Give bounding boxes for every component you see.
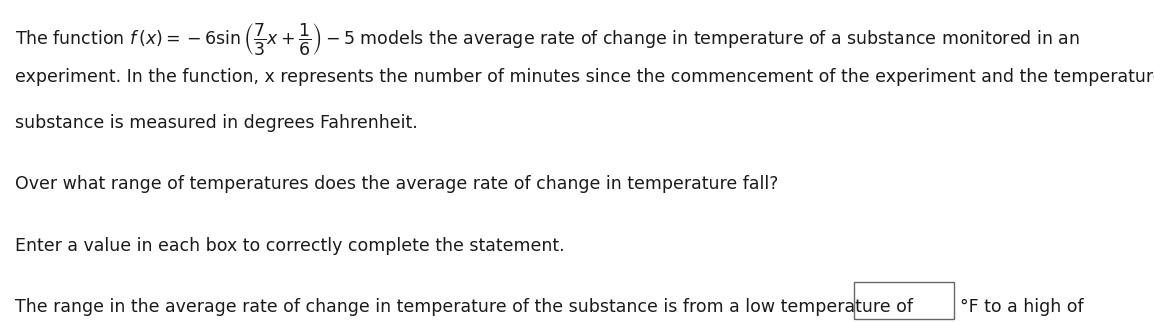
Text: The function $f\,(x) = -6\sin\left(\dfrac{7}{3}x + \dfrac{1}{6}\right) - 5$ mode: The function $f\,(x) = -6\sin\left(\dfra… [15, 21, 1080, 57]
Text: experiment. In the function, x represents the number of minutes since the commen: experiment. In the function, x represent… [15, 68, 1154, 86]
Text: °F to a high of: °F to a high of [960, 298, 1084, 316]
Text: substance is measured in degrees Fahrenheit.: substance is measured in degrees Fahrenh… [15, 114, 418, 132]
FancyBboxPatch shape [854, 282, 954, 319]
Text: Enter a value in each box to correctly complete the statement.: Enter a value in each box to correctly c… [15, 237, 564, 255]
Text: The range in the average rate of change in temperature of the substance is from : The range in the average rate of change … [15, 298, 913, 316]
Text: Over what range of temperatures does the average rate of change in temperature f: Over what range of temperatures does the… [15, 175, 779, 194]
